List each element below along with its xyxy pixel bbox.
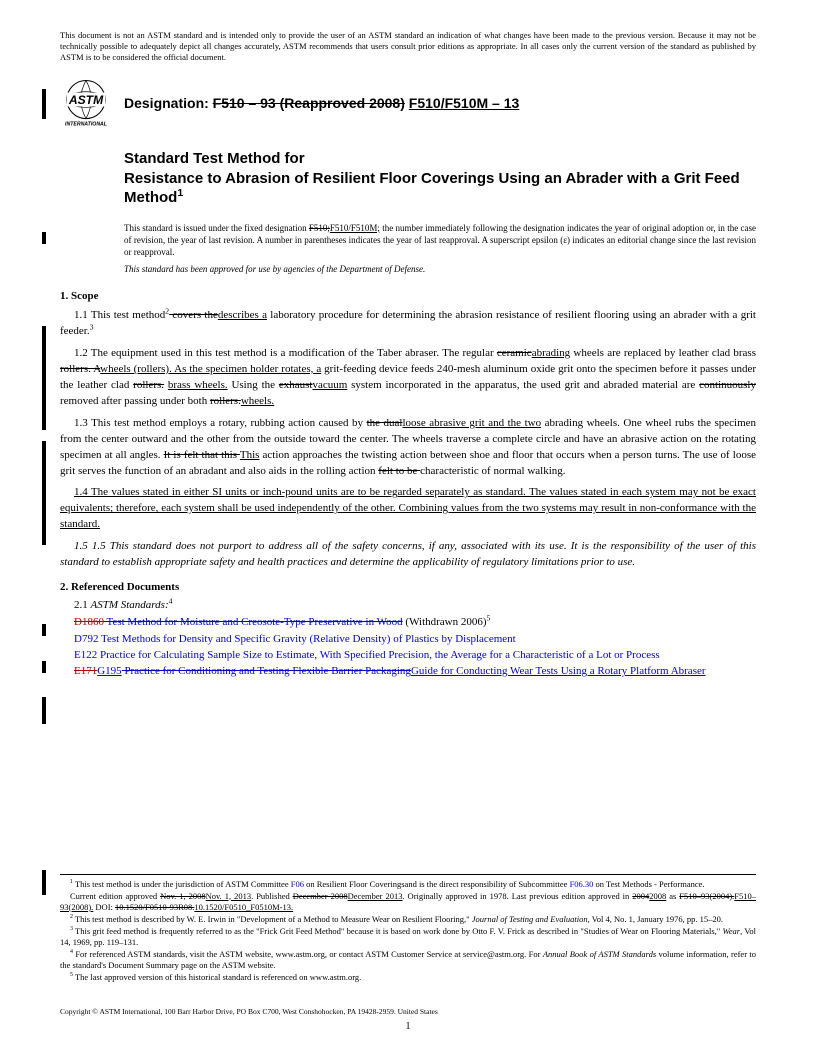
scope-heading: 1. Scope [60,290,756,302]
page-number: 1 [406,1021,411,1032]
scope-1.5: 1.5 1.5 This standard does not purport t… [60,539,756,571]
scope-1.2: 1.2 The equipment used in this test meth… [60,346,756,410]
ref-d792: D792 Test Methods for Density and Specif… [60,632,756,647]
change-bar [42,232,46,244]
fn5: 5 The last approved version of this hist… [60,972,756,983]
dod-note: This standard has been approved for use … [124,264,756,274]
footnotes: 1 This test method is under the jurisdic… [60,874,756,984]
change-bar [42,441,46,545]
header-row: ASTM INTERNATIONAL Designation: F510 – 9… [60,77,756,129]
scope-1.1: 1.1 This test method2 covers thedescribe… [60,308,756,340]
scope-1.4: 1.4 The values stated in either SI units… [60,485,756,533]
designation-new: F510/F510M – 13 [409,95,520,111]
change-bar [42,89,46,119]
fn4: 4 For referenced ASTM standards, visit t… [60,949,756,971]
change-bar [42,624,46,636]
refs-heading: 2. Referenced Documents [60,581,756,593]
svg-text:INTERNATIONAL: INTERNATIONAL [65,122,107,128]
ref-e122: E122 Practice for Calculating Sample Siz… [60,648,756,663]
designation-old: F510 – 93 (Reapproved 2008) [213,95,405,111]
ref-d1860: D1860 Test Method for Moisture and Creos… [60,615,756,630]
refs-sub: 2.1 ASTM Standards:4 [60,599,756,611]
change-bar [42,661,46,673]
change-bar [42,326,46,430]
svg-text:ASTM: ASTM [68,93,104,107]
copyright: Copyright © ASTM International, 100 Barr… [60,1007,438,1016]
change-bar [42,870,46,895]
designation: Designation: F510 – 93 (Reapproved 2008)… [124,95,519,111]
change-bar [42,697,46,724]
disclaimer-text: This document is not an ASTM standard an… [60,30,756,63]
scope-1.3: 1.3 This test method employs a rotary, r… [60,416,756,480]
fn1: 1 This test method is under the jurisdic… [60,879,756,890]
ref-g195: E171G195 Practice for Conditioning and T… [60,664,756,679]
fn2: 2 This test method is described by W. E.… [60,914,756,925]
issuance-note: This standard is issued under the fixed … [124,222,756,258]
fn1b: Current edition approved Nov. 1, 2008Nov… [60,891,756,913]
fn3: 3 This grit feed method is frequently re… [60,926,756,948]
title-line1: Standard Test Method for [124,150,305,167]
astm-logo: ASTM INTERNATIONAL [60,77,112,129]
title-block: Standard Test Method for Resistance to A… [124,149,756,208]
title-line2: Resistance to Abrasion of Resilient Floo… [124,170,740,207]
